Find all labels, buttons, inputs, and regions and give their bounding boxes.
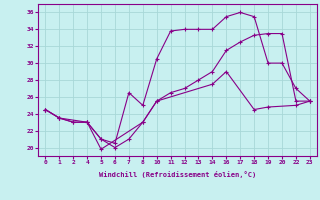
X-axis label: Windchill (Refroidissement éolien,°C): Windchill (Refroidissement éolien,°C) xyxy=(99,171,256,178)
